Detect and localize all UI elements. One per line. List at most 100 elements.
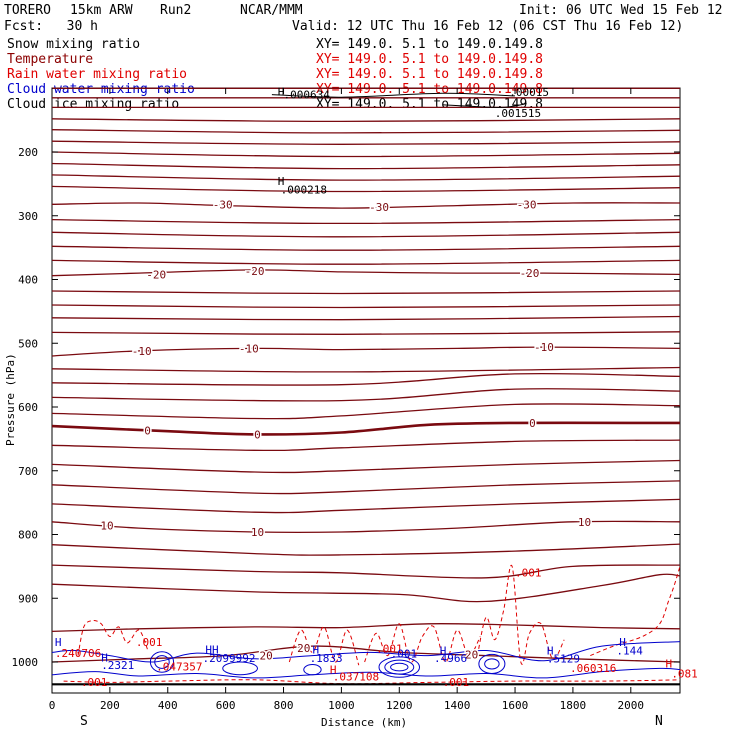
legend-field-section: XY= 149.0. 5.1 to 149.0.149.8 bbox=[316, 67, 543, 82]
temperature-contour-label: -20 bbox=[245, 265, 265, 278]
y-tick-label: 700 bbox=[18, 465, 38, 478]
cloud-water-annotation: .1833 bbox=[310, 652, 343, 665]
legend-field-name: Temperature bbox=[7, 52, 93, 67]
rain-annotation: .001 bbox=[376, 642, 403, 655]
temperature-contour-line bbox=[51, 543, 681, 556]
cloud-water-annotation: H bbox=[619, 636, 626, 649]
snow-annotation: .000218 bbox=[281, 183, 327, 196]
legend-field-section: XY= 149.0. 5.1 to 149.0.149.8 bbox=[316, 37, 543, 52]
model-resolution: 15km ARW bbox=[70, 3, 133, 18]
snow-annotation: .000634 bbox=[284, 88, 331, 101]
temperature-contour-line bbox=[51, 231, 681, 238]
plot-frame bbox=[51, 87, 681, 694]
x-tick-label: 800 bbox=[274, 699, 294, 712]
temperature-contour-label: 0 bbox=[144, 425, 151, 438]
temperature-contour-label: -20 bbox=[146, 268, 166, 281]
direction-south: S bbox=[80, 714, 88, 729]
cloud-water-annotation: .4966 bbox=[434, 652, 467, 665]
direction-north: N bbox=[655, 714, 663, 729]
temperature-contour-line bbox=[51, 421, 681, 436]
temperature-contour-label: -10 bbox=[132, 345, 152, 358]
temperature-contour-line bbox=[51, 331, 681, 335]
cloud-water-annotation: H bbox=[547, 644, 554, 657]
cloud-water-annotation: .2099992 bbox=[202, 652, 255, 665]
temperature-contour-label: -30 bbox=[517, 198, 537, 211]
temperature-contour-line bbox=[51, 520, 681, 534]
cloud-water-contours bbox=[51, 641, 681, 679]
cloud-water-annotation: .144 bbox=[616, 644, 643, 657]
temperature-contour-line bbox=[51, 388, 681, 402]
rain-annotation: .240706 bbox=[55, 647, 101, 660]
temperature-contour-line bbox=[51, 315, 681, 321]
cloud-water-annotation: H bbox=[440, 644, 447, 657]
temperature-contour-label: 0 bbox=[529, 417, 536, 430]
snow-contours bbox=[271, 92, 527, 108]
axes: 0 200 400 600 800 1000 1200 1400 1600 1800 2000200… bbox=[12, 88, 680, 712]
temperature-contour-label: -30 bbox=[369, 201, 389, 214]
rain-annotation: H bbox=[666, 658, 673, 671]
x-tick-label: 1600 bbox=[502, 699, 529, 712]
snow-annotation: H bbox=[278, 85, 285, 98]
temperature-labels: -30 -30 -30 -20 -20 -20 -10 -10 -10 0 0 0 10 10 10 20 20… bbox=[99, 197, 593, 664]
model-run: Run2 bbox=[160, 3, 191, 18]
rain-contour-line bbox=[590, 566, 681, 657]
temperature-contour-line bbox=[51, 346, 681, 357]
legend-field-name: Snow mixing ratio bbox=[7, 37, 140, 52]
temperature-contour-line bbox=[51, 245, 681, 251]
temperature-contour-line bbox=[51, 403, 681, 420]
cloud-water-annotation: .2321 bbox=[101, 659, 134, 672]
temperature-contour-line bbox=[51, 118, 681, 123]
legend-field-section: XY= 149.0. 5.1 to 149.0.149.8 bbox=[316, 97, 543, 112]
cloud-water-contour-loop bbox=[478, 653, 506, 674]
temperature-contour-line bbox=[51, 304, 681, 309]
legend-field-section: XY= 149.0. 5.1 to 149.0.149.8 bbox=[316, 52, 543, 67]
y-tick-label: 900 bbox=[18, 592, 38, 605]
temperature-contour-label: -20 bbox=[520, 267, 540, 280]
temperature-contour-label: 20 bbox=[260, 650, 273, 663]
x-tick-label: 1400 bbox=[444, 699, 471, 712]
model-org: NCAR/MMM bbox=[240, 3, 303, 18]
temperature-contour-line bbox=[51, 645, 681, 663]
temperature-contour-line bbox=[51, 140, 681, 145]
snow-annotation: .001515 bbox=[495, 107, 541, 120]
cloud-water-contour-loop bbox=[378, 656, 421, 678]
temperature-contour-line bbox=[51, 174, 681, 181]
y-tick-label: 300 bbox=[18, 210, 38, 223]
x-tick-label: 1800 bbox=[560, 699, 587, 712]
x-tick-label: 0 bbox=[49, 699, 56, 712]
temperature-contour-label: 20 bbox=[297, 642, 310, 655]
rain-annotation: .001 bbox=[136, 636, 163, 649]
cloud-water-annotation: H bbox=[312, 644, 319, 657]
rain-contour-line bbox=[77, 619, 148, 656]
x-tick-label: 1200 bbox=[386, 699, 413, 712]
temperature-contour-label: 10 bbox=[100, 520, 113, 533]
temperature-contour-label: 10 bbox=[251, 526, 264, 539]
temperature-contour-line bbox=[51, 218, 681, 225]
rain-contour-line bbox=[476, 564, 565, 665]
cloud-water-contour-line bbox=[51, 667, 681, 679]
snow-contour-line bbox=[271, 92, 516, 98]
rain-annotation: .001 bbox=[81, 676, 108, 689]
y-tick-label: 400 bbox=[18, 274, 38, 287]
temperature-contour-label: 20 bbox=[465, 648, 478, 661]
rain-annotation: H bbox=[330, 663, 337, 676]
cloud-water-contour-loop bbox=[390, 662, 409, 672]
temperature-contour-line bbox=[51, 573, 681, 603]
valid-time: Valid: 12 UTC Thu 16 Feb 12 (06 CST Thu … bbox=[292, 19, 683, 34]
x-tick-label: 2000 bbox=[618, 699, 645, 712]
y-tick-label: 800 bbox=[18, 529, 38, 542]
legend-field-name: Cloud ice mixing ratio bbox=[7, 97, 179, 112]
temperature-contours bbox=[51, 87, 681, 663]
cloud-water-annotation: H bbox=[55, 636, 62, 649]
snow-annotation: .00015 bbox=[509, 86, 549, 99]
cloud-water-annotation: .5129 bbox=[547, 653, 580, 666]
y-tick-label: 600 bbox=[18, 401, 38, 414]
temperature-contour-label: 0 bbox=[254, 428, 261, 441]
y-axis-label: Pressure (hPa) bbox=[4, 353, 17, 446]
temperature-contour-line bbox=[51, 129, 681, 134]
rain-annotation: .037108 bbox=[333, 670, 379, 683]
x-tick-label: 200 bbox=[100, 699, 120, 712]
legend-field-name: Rain water mixing ratio bbox=[7, 67, 187, 82]
temperature-contour-line bbox=[51, 290, 681, 295]
temperature-contour-line bbox=[51, 366, 681, 373]
